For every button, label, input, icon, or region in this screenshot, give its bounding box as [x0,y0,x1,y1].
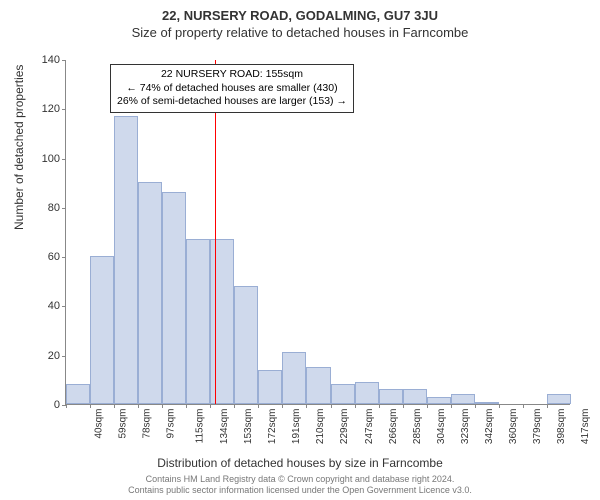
histogram-bar [210,239,234,404]
y-tick-label: 20 [26,350,60,362]
histogram-bar [427,397,451,404]
x-tick-mark [523,404,524,408]
x-tick-label: 191sqm [291,409,302,445]
histogram-bar [475,402,499,404]
x-tick-mark [379,404,380,408]
x-tick-label: 229sqm [340,409,351,445]
x-tick-label: 115sqm [195,409,206,444]
histogram-bar [234,286,258,404]
x-tick-mark [547,404,548,408]
y-tick-mark [62,356,66,357]
x-tick-mark [162,404,163,408]
histogram-bar [138,182,162,404]
histogram-bar [66,384,90,404]
x-tick-label: 134sqm [219,409,230,445]
x-tick-label: 304sqm [436,409,447,445]
y-tick-mark [62,60,66,61]
x-tick-mark [186,404,187,408]
x-tick-label: 210sqm [316,409,327,445]
x-tick-label: 266sqm [388,409,399,445]
histogram-bar [258,370,282,405]
x-tick-label: 285sqm [412,409,423,445]
y-tick-label: 140 [26,54,60,66]
x-tick-label: 379sqm [532,409,543,445]
annotation-line: 22 NURSERY ROAD: 155sqm [117,68,347,82]
y-tick-label: 60 [26,251,60,263]
y-tick-mark [62,109,66,110]
y-tick-mark [62,208,66,209]
x-tick-mark [258,404,259,408]
chart-title-sub: Size of property relative to detached ho… [0,23,600,40]
x-tick-label: 78sqm [142,409,153,439]
y-tick-mark [62,159,66,160]
footer-line-1: Contains HM Land Registry data © Crown c… [0,474,600,485]
x-tick-mark [234,404,235,408]
x-tick-mark [403,404,404,408]
histogram-bar [90,256,114,404]
x-tick-mark [306,404,307,408]
x-tick-mark [331,404,332,408]
chart-title-main: 22, NURSERY ROAD, GODALMING, GU7 3JU [0,0,600,23]
footer-attribution: Contains HM Land Registry data © Crown c… [0,474,600,497]
x-tick-label: 97sqm [166,409,177,439]
y-tick-label: 100 [26,153,60,165]
histogram-bar [379,389,403,404]
x-tick-label: 417sqm [580,409,591,445]
x-tick-mark [66,404,67,408]
annotation-box: 22 NURSERY ROAD: 155sqm← 74% of detached… [110,64,354,113]
x-tick-label: 153sqm [243,409,254,445]
y-tick-mark [62,257,66,258]
x-tick-mark [499,404,500,408]
histogram-bar [331,384,355,404]
x-tick-mark [210,404,211,408]
footer-line-2: Contains public sector information licen… [0,485,600,496]
x-tick-label: 247sqm [364,409,375,445]
histogram-bar [114,116,138,404]
histogram-bar [547,394,571,404]
y-tick-mark [62,306,66,307]
histogram-bar [186,239,210,404]
y-axis-label: Number of detached properties [12,65,26,230]
histogram-bar [451,394,475,404]
y-tick-label: 120 [26,103,60,115]
x-tick-label: 40sqm [94,409,105,439]
histogram-bar [355,382,379,404]
x-tick-label: 172sqm [267,409,278,445]
x-tick-mark [90,404,91,408]
x-tick-label: 323sqm [460,409,471,445]
x-tick-mark [114,404,115,408]
x-tick-label: 342sqm [484,409,495,445]
annotation-line: 26% of semi-detached houses are larger (… [117,95,347,109]
chart-plot-area: 02040608010012014040sqm59sqm78sqm97sqm11… [65,60,570,405]
x-tick-mark [475,404,476,408]
annotation-line: ← 74% of detached houses are smaller (43… [117,82,347,96]
x-tick-mark [355,404,356,408]
x-axis-label: Distribution of detached houses by size … [0,456,600,470]
x-tick-mark [451,404,452,408]
y-tick-label: 80 [26,202,60,214]
y-tick-label: 0 [26,399,60,411]
x-tick-label: 360sqm [508,409,519,445]
histogram-bar [306,367,330,404]
y-tick-label: 40 [26,300,60,312]
histogram-bar [282,352,306,404]
x-tick-mark [138,404,139,408]
x-tick-mark [282,404,283,408]
histogram-bar [403,389,427,404]
histogram-bar [162,192,186,404]
x-tick-mark [427,404,428,408]
x-tick-label: 398sqm [556,409,567,445]
x-tick-label: 59sqm [118,409,129,439]
